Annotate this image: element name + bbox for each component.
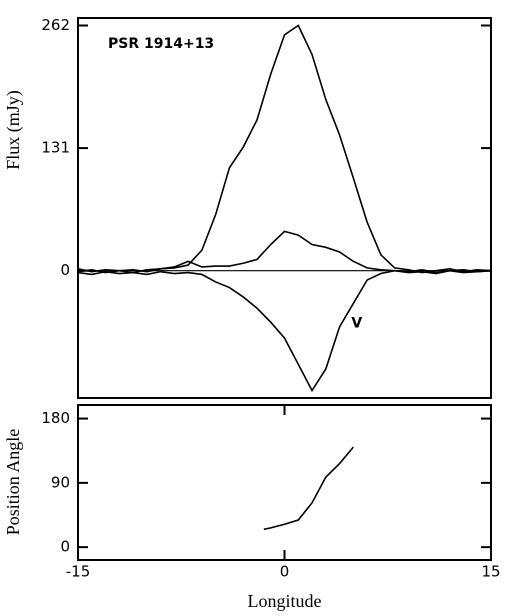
y-axis-label: Position Angle <box>3 429 23 536</box>
y-tick-label: 131 <box>41 139 70 157</box>
x-tick-label: 0 <box>280 563 290 581</box>
series-label: V <box>351 315 362 331</box>
y-tick-label: 0 <box>60 261 70 279</box>
x-axis-label: Longitude <box>248 591 322 611</box>
y-tick-label: 0 <box>60 538 70 556</box>
y-tick-label: 262 <box>41 16 70 34</box>
plot-frame <box>77 17 492 399</box>
data-line <box>77 269 492 393</box>
plot-frame <box>77 404 492 561</box>
x-tick-label: 15 <box>481 563 500 581</box>
data-line <box>77 24 492 274</box>
y-tick-label: 180 <box>41 409 70 427</box>
data-line <box>77 230 492 274</box>
annotation: PSR 1914+13 <box>108 36 214 52</box>
y-tick-label: 90 <box>51 473 70 491</box>
data-line <box>263 446 354 531</box>
x-tick-label: -15 <box>66 563 91 581</box>
y-axis-label: Flux (mJy) <box>3 90 24 170</box>
